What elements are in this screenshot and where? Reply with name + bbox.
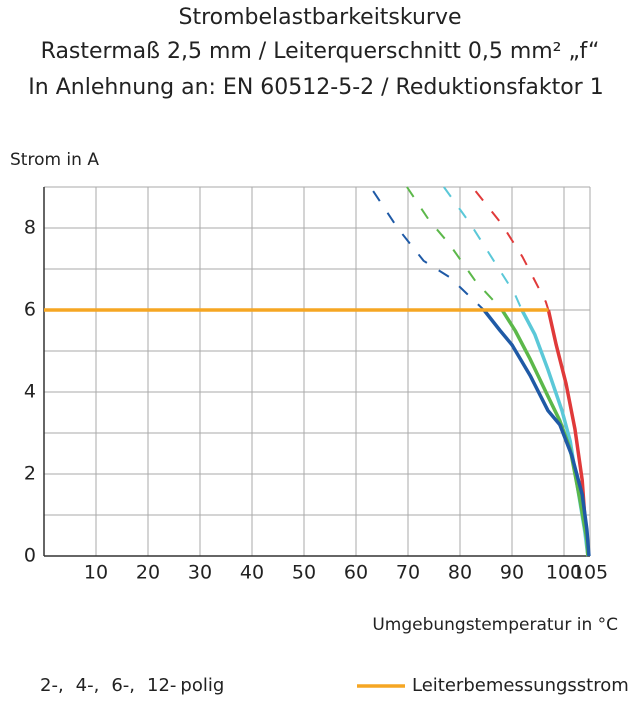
- y-axis-label: Strom in A: [10, 150, 99, 170]
- chart-subtitle: Rastermaß 2,5 mm / Leiterquerschnitt 0,5…: [41, 39, 600, 64]
- x-tick-label: 20: [136, 562, 160, 584]
- x-tick-label: 90: [500, 562, 524, 584]
- x-tick-label: 30: [188, 562, 212, 584]
- legend-label: 12-: [147, 675, 176, 696]
- y-tick-label: 6: [24, 299, 36, 321]
- series-line-extrapolated: [406, 186, 503, 311]
- x-tick-label: 105: [572, 562, 608, 584]
- series-line-extrapolated: [372, 190, 485, 311]
- x-tick-label: 10: [84, 562, 108, 584]
- y-tick-label: 0: [24, 545, 36, 567]
- series-line-extrapolated: [443, 186, 523, 311]
- legend-label: 6-,: [111, 675, 135, 696]
- x-tick-label: 50: [292, 562, 316, 584]
- legend-label: polig: [180, 675, 224, 696]
- y-tick-label: 8: [24, 217, 36, 239]
- x-axis-label: Umgebungstemperatur in °C: [372, 615, 618, 635]
- y-tick-label: 4: [24, 381, 36, 403]
- x-tick-label: 80: [448, 562, 472, 584]
- series-line: [482, 308, 591, 557]
- legend-label: Leiterbemessungsstrom: [412, 675, 629, 696]
- x-tick-label: 70: [396, 562, 420, 584]
- chart-title: Strombelastbarkeitskurve: [178, 5, 461, 30]
- x-tick-label: 40: [240, 562, 264, 584]
- series-line: [500, 309, 590, 557]
- chart-subtitle: In Anlehnung an: EN 60512-5-2 / Reduktio…: [28, 75, 603, 100]
- series-line-extrapolated: [474, 190, 550, 311]
- legend-label: 4-,: [76, 675, 100, 696]
- x-tick-label: 100: [546, 562, 582, 584]
- legend-label: 2-,: [40, 675, 64, 696]
- y-tick-label: 2: [24, 463, 36, 485]
- x-tick-label: 60: [344, 562, 368, 584]
